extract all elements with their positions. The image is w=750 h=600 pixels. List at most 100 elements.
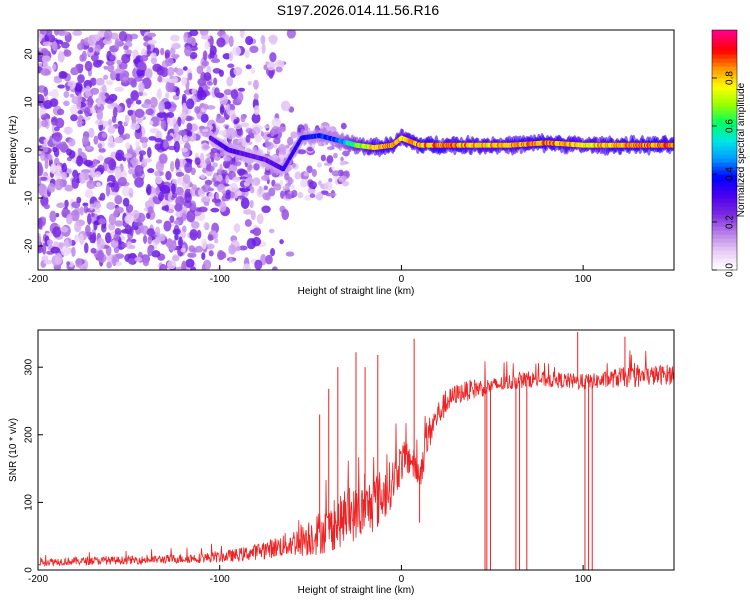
- spectrogram-noise-cell: [339, 160, 346, 166]
- spectrogram-noise-cell: [263, 64, 268, 71]
- spectrogram-noise-cell: [84, 189, 94, 199]
- spectrogram-noise-cell: [227, 63, 235, 68]
- spectrogram-noise-cell: [146, 228, 155, 237]
- spectrogram-noise-cell: [166, 260, 177, 270]
- spectrogram-noise-cell: [233, 118, 238, 125]
- spectrogram-noise-cell: [199, 30, 209, 37]
- spectrogram-noise-cell: [279, 239, 284, 245]
- spectrogram-noise-cell: [63, 126, 73, 135]
- spectrogram-noise-cell: [41, 55, 51, 63]
- spectrogram-noise-cell: [52, 63, 57, 71]
- spectrogram-noise-cell: [38, 246, 44, 254]
- spectrogram-noise-cell: [223, 156, 231, 162]
- spectrogram-noise-cell: [290, 131, 298, 139]
- spectrogram-noise-cell: [126, 40, 132, 47]
- spectrogram-noise-cell: [71, 246, 76, 258]
- spectrogram-noise-cell: [217, 183, 226, 193]
- spectrogram-noise-cell: [147, 168, 155, 174]
- colorbar-step: [712, 194, 737, 199]
- spectrogram-noise-cell: [54, 253, 63, 265]
- spectrogram-noise-cell: [272, 266, 278, 270]
- spectrogram-noise-cell: [278, 151, 287, 155]
- spectrogram-noise-cell: [228, 35, 234, 47]
- colorbar-step: [712, 222, 737, 227]
- spectrogram-noise-cell: [174, 233, 179, 241]
- spectrogram-noise-cell: [312, 185, 316, 190]
- colorbar-step: [712, 98, 737, 103]
- spectrogram-noise-cell: [306, 165, 313, 174]
- spectrogram-noise-cell: [94, 119, 105, 126]
- spectrogram-noise-cell: [311, 168, 317, 177]
- spectrogram-noise-cell: [43, 86, 49, 97]
- spectrogram-noise-cell: [150, 56, 158, 65]
- spectrogram-noise-cell: [59, 141, 68, 153]
- spectrogram-noise-cell: [262, 192, 271, 201]
- spectrogram-noise-cell: [253, 163, 260, 171]
- spectrogram-noise-cell: [245, 134, 251, 143]
- spectrogram-noise-cell: [54, 171, 62, 180]
- spectrogram-noise-cell: [121, 53, 131, 64]
- spectrogram-noise-cell: [291, 189, 298, 198]
- spectrogram-noise-cell: [216, 174, 223, 182]
- spectrogram-noise-cell: [281, 209, 290, 221]
- spectrogram-noise-cell: [38, 164, 44, 176]
- spectrogram-noise-cell: [329, 193, 337, 197]
- spectrogram-noise-cell: [83, 159, 94, 167]
- spectrogram-noise-cell: [228, 257, 233, 263]
- spectrogram-noise-cell: [187, 72, 193, 81]
- spectrogram-noise-cell: [47, 182, 56, 193]
- spectrogram-noise-cell: [97, 143, 103, 149]
- colorbar-tick-label: 0.6: [725, 119, 736, 133]
- snr-frame: [37, 329, 675, 571]
- spectrogram-noise-cell: [181, 212, 187, 222]
- spectrogram-noise-cell: [139, 136, 149, 144]
- colorbar-step: [712, 30, 737, 35]
- spectrogram-noise-cell: [269, 247, 276, 257]
- spectrogram-noise-cell: [203, 201, 210, 206]
- spectrogram-noise-cell: [282, 185, 290, 190]
- spectrogram-noise-cell: [138, 91, 144, 97]
- spectrogram-noise-cell: [161, 200, 171, 207]
- spectrogram-noise-cell: [93, 135, 99, 145]
- colorbar-step: [712, 182, 737, 187]
- spectrogram-noise-cell: [219, 104, 225, 115]
- spectrogram-noise-cell: [145, 212, 151, 220]
- spectrogram-noise-cell: [106, 63, 115, 73]
- spectrogram-noise-cell: [107, 125, 116, 134]
- spectrogram-noise-cell: [205, 153, 211, 158]
- spectrogram-noise-cell: [249, 45, 259, 54]
- spectrogram-noise-cell: [146, 184, 152, 196]
- spectrogram-noise-cell: [211, 177, 217, 183]
- spectrogram-noise-cell: [117, 176, 128, 187]
- snr-x-tick-label: 0: [399, 574, 405, 585]
- spectrogram-noise-cell: [167, 204, 177, 210]
- spectrogram-noise-cell: [173, 220, 182, 225]
- spectrogram-noise-cell: [230, 89, 239, 100]
- colorbar-tick-label: 0.2: [725, 215, 736, 229]
- spectrogram-noise-cell: [84, 106, 91, 117]
- spectrogram-noise-cell: [323, 181, 333, 191]
- spectrogram-noise-cell: [219, 201, 227, 213]
- spectrogram-noise-cell: [60, 41, 70, 49]
- spectrogram-noise-cell: [203, 72, 212, 82]
- spectrogram-noise-cell: [184, 45, 192, 57]
- spectrogram-noise-cell: [340, 122, 347, 130]
- colorbar-step: [712, 162, 737, 167]
- spectrogram-noise-cell: [203, 103, 209, 110]
- spectrogram-noise-cell: [76, 155, 83, 167]
- spectrogram-noise-cell: [291, 184, 295, 190]
- spectrogram-noise-cell: [129, 187, 134, 194]
- spectrogram-noise-cell: [261, 205, 271, 214]
- spectrogram-noise-cell: [180, 231, 187, 239]
- spectrogram-noise-cell: [251, 236, 262, 247]
- spectrogram-noise-cell: [210, 207, 220, 213]
- spectrogram-noise-cell: [91, 34, 101, 42]
- colorbar-step: [712, 174, 737, 179]
- spectrogram-noise-cell: [123, 153, 133, 159]
- spectrogram-noise-cell: [46, 30, 53, 38]
- spectrogram-noise-cell: [201, 60, 209, 67]
- colorbar: 0.0 0.2 0.4 0.6 0.8 Normalized spectral ampl…: [711, 29, 747, 277]
- spectrogram-noise-cell: [182, 66, 188, 71]
- spectrogram-noise-cell: [69, 93, 75, 98]
- spectrogram-noise-cell: [148, 136, 157, 141]
